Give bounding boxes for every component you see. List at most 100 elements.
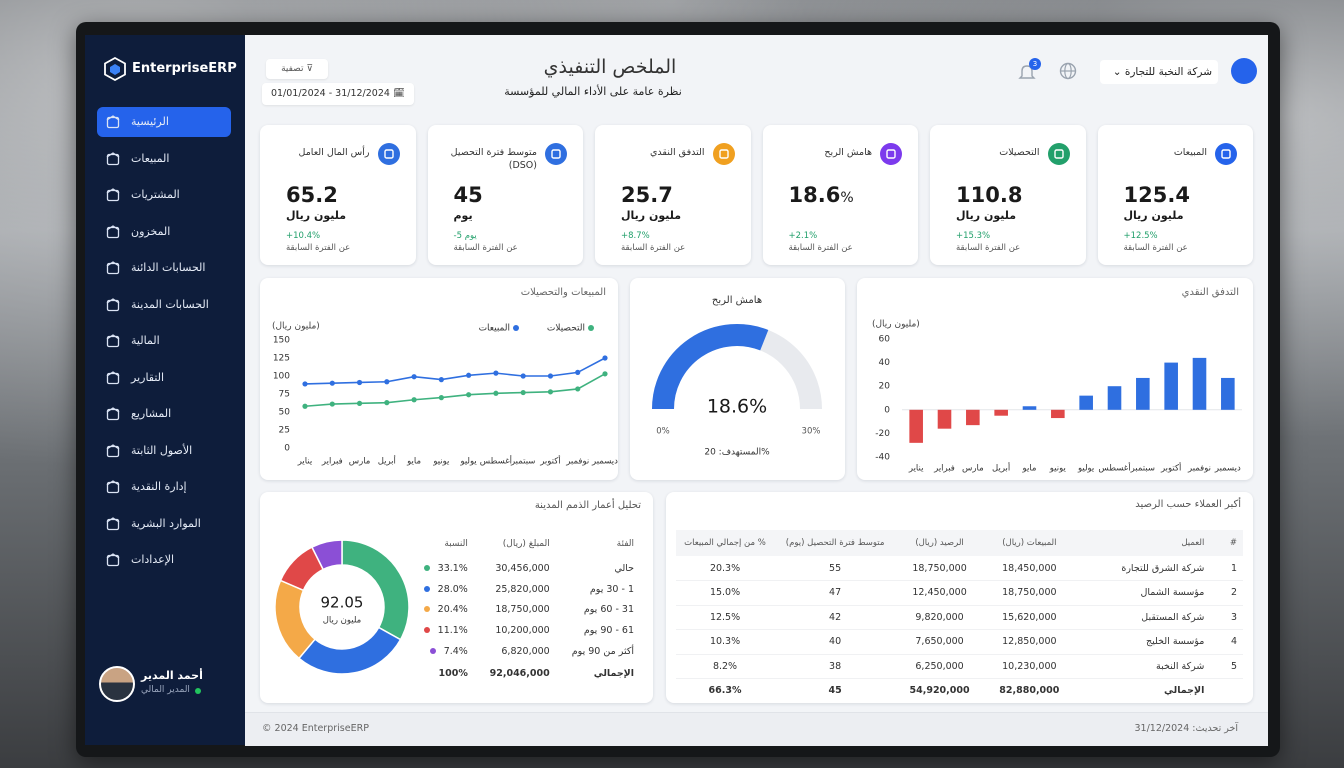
filter-button[interactable]: تصفية ⊽ — [266, 59, 328, 79]
menu-label: المبيعات — [131, 151, 170, 165]
menu-item[interactable]: التقارير — [97, 363, 231, 393]
chart-card: هامش الربح 18.6% 0% 30% المستهدف: 20% — [630, 278, 845, 480]
kpi-icon-glyph — [718, 149, 729, 159]
donut-center-unit: مليون ريال — [323, 616, 362, 626]
user-avatar[interactable] — [99, 666, 135, 702]
menu-item[interactable]: الرئيسية — [97, 107, 231, 137]
aging-row: أكثر من 90 يوم 6,820,000 7.4% — [410, 641, 640, 662]
bar — [1051, 409, 1065, 419]
menu-item[interactable]: الإعدادات — [97, 545, 231, 575]
y-tick-label: -20 — [875, 429, 890, 439]
aging-percent: 20.4% — [437, 604, 468, 616]
kpi-label: رأس المال العامل — [298, 147, 370, 158]
y-tick-label: 100 — [273, 372, 290, 382]
menu-icon-shape — [106, 116, 120, 129]
menu-icon — [106, 370, 120, 384]
customers-total-spacer — [1210, 679, 1243, 703]
kpi-value-line: 45 — [454, 183, 483, 207]
series-point — [356, 379, 363, 386]
menu-icon-roof — [106, 516, 120, 523]
aging-row: 61 - 90 يوم 10,200,000 11.1% — [410, 620, 640, 641]
y-tick-label: 25 — [279, 426, 290, 436]
aging-row: 1 - 30 يوم 25,820,000 28.0% — [410, 579, 640, 600]
menu-item[interactable]: الأصول الثابتة — [97, 436, 231, 466]
kpi-icon-glyph — [551, 149, 561, 159]
menu-icon-roof — [106, 480, 120, 486]
aging-table: الفئة المبلغ (ريال) النسبة حالي 30,456,000 33… — [410, 530, 640, 686]
aging-category: حالي — [614, 562, 634, 574]
notification-icon[interactable] — [1017, 61, 1039, 83]
kpi-note: عن الفترة السابقة — [286, 243, 351, 253]
x-tick-label: فبراير — [933, 464, 955, 474]
gauge-tick-label: 30% — [802, 427, 821, 437]
customers-cell: 6,250,000 — [915, 660, 964, 672]
legend-label: المبيعات — [479, 324, 510, 334]
donut-center-value: 92.05 — [321, 594, 364, 612]
menu-icon — [106, 516, 120, 530]
aging-percent-cell: 28.0% — [410, 579, 474, 600]
customers-cell: 2 — [1230, 587, 1237, 599]
series-point — [302, 403, 308, 409]
kpi-note: عن الفترة السابقة — [956, 243, 1021, 253]
user-name: أحمد المدير — [141, 669, 203, 682]
language-icon[interactable] — [1058, 61, 1078, 81]
chart-card: تحليل أعمار الذمم المدينة 92.05 مليون ريال… — [260, 492, 653, 703]
page-title: الملخص التنفيذي — [543, 56, 677, 78]
kpi-change: +8.7% — [621, 231, 650, 241]
x-tick-label: فبراير — [321, 457, 343, 467]
customers-header-cell: الرصيد (ريال) — [915, 538, 964, 548]
menu-icon-roof — [106, 115, 120, 121]
kpi-note: عن الفترة السابقة — [1123, 243, 1188, 253]
kpi-icon — [1215, 143, 1237, 165]
menu-label: المخزون — [131, 224, 171, 238]
aging-amount: 25,820,000 — [495, 583, 550, 595]
y-tick-label: 60 — [879, 335, 891, 345]
menu-item[interactable]: الحسابات الدائنة — [97, 253, 231, 283]
menu-item[interactable]: المشاريع — [97, 399, 231, 429]
menu-item[interactable]: إدارة النقدية — [97, 472, 231, 502]
company-selector[interactable]: شركة النخبة للتجارة ⌄ — [1100, 60, 1218, 84]
bar — [994, 409, 1008, 416]
menu-item[interactable]: المبيعات — [97, 144, 231, 174]
aging-header-row: الفئة المبلغ (ريال) النسبة — [410, 530, 640, 558]
donut-segment — [310, 539, 343, 571]
menu-item[interactable]: المالية — [97, 326, 231, 356]
x-tick-label: أغسطس — [1098, 462, 1130, 474]
kpi-icon-glyph-shape — [718, 149, 729, 159]
menu-label: الحسابات الدائنة — [131, 261, 206, 274]
customers-title: أكبر العملاء حسب الرصيد — [1135, 499, 1241, 510]
kpi-unit: يوم — [453, 209, 473, 222]
x-tick-label: يونيو — [432, 457, 450, 467]
aging-percent: 11.1% — [437, 625, 468, 637]
menu-icon-shape — [106, 481, 120, 494]
brand-name: EnterpriseERP — [132, 61, 237, 76]
menu-label: المالية — [131, 334, 160, 347]
legend-swatch — [588, 325, 594, 331]
menu-item[interactable]: الموارد البشرية — [97, 509, 231, 539]
bar — [1107, 386, 1122, 410]
date-range[interactable]: 01/01/2024 - 31/12/2024 🗓 — [262, 83, 414, 105]
menu-icon-shape — [106, 299, 120, 311]
x-tick-label: أغسطس — [480, 455, 512, 467]
donut-segment — [274, 579, 317, 660]
gauge-target: المستهدف: 20% — [704, 448, 770, 458]
aging-dot — [423, 627, 430, 634]
kpi-icon-glyph — [1053, 149, 1064, 159]
customers-header-cell: المبيعات (ريال) — [1002, 538, 1057, 548]
menu-item[interactable]: المشتريات — [97, 180, 231, 210]
menu-item[interactable]: الحسابات المدينة — [97, 290, 231, 320]
kpi-change: +15.3% — [956, 231, 991, 241]
customers-cell: 18,750,000 — [1002, 587, 1057, 599]
menu-icon-roof — [106, 334, 120, 340]
kpi-card: التدفق النقدي 25.7 مليون ريال +8.7% عن الفتر… — [595, 125, 751, 265]
x-tick-label: ديسمبر — [591, 457, 618, 467]
kpi-label: التحصيلات — [999, 147, 1040, 158]
customers-cell: 1 — [1230, 562, 1237, 574]
menu-icon-roof — [106, 151, 120, 158]
y-tick-label: 40 — [879, 358, 891, 368]
series-point — [356, 400, 363, 406]
customers-total-row: الإجمالي 82,880,000 54,920,000 45 66.3% — [676, 679, 1243, 703]
customers-cell: 38 — [829, 660, 842, 672]
menu-item[interactable]: المخزون — [97, 217, 231, 247]
aging-amount: 30,456,000 — [495, 562, 550, 574]
